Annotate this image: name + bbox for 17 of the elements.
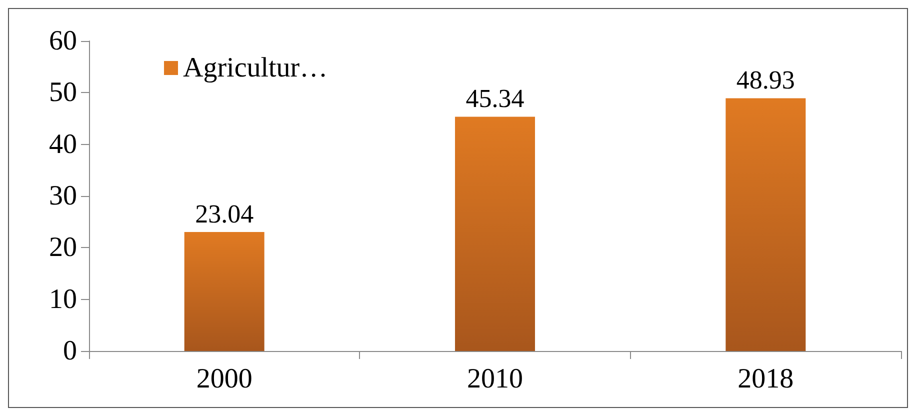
data-label: 45.34 [466,84,524,114]
y-tick-label: 30 [49,180,77,212]
x-tick-label: 2018 [738,364,794,394]
y-tick-label: 40 [49,128,77,160]
y-tick-label: 20 [49,232,77,264]
bar [726,98,806,351]
y-tick-label: 50 [49,77,77,108]
data-label: 48.93 [736,66,795,95]
y-tick-label: 60 [49,26,77,56]
bar [455,116,535,351]
x-tick-label: 2000 [196,364,252,394]
data-label: 23.04 [195,199,254,228]
x-tick-label: 2010 [467,364,523,394]
bar [184,232,264,351]
y-tick-label: 10 [49,284,77,315]
y-tick-label: 0 [63,336,77,366]
legend-label: Agricultur… [183,52,328,84]
